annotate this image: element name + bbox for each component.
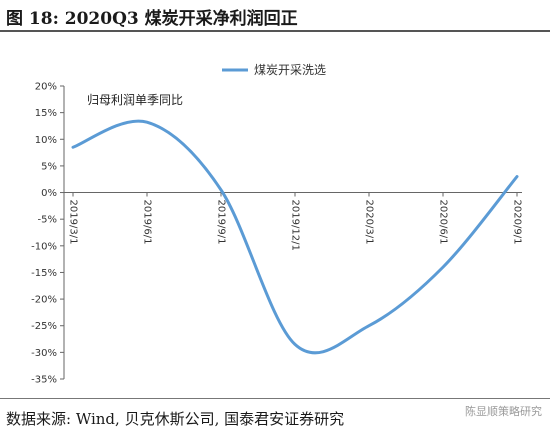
x-tick-label: 2019/3/1 <box>68 200 79 245</box>
y-tick-label: 20% <box>35 82 57 93</box>
source-note: 数据来源: Wind, 贝克休斯公司, 国泰君安证券研究 <box>6 410 345 428</box>
y-tick-label: 15% <box>35 108 57 119</box>
x-tick-label: 2019/6/1 <box>142 200 153 245</box>
chart-canvas: 20% 15% 10% 5% 0% -5% -10% -15% -20% -25% -30% -35%… <box>31 63 523 386</box>
series-annotation: 归母利润单季同比 <box>87 93 183 107</box>
y-tick-label: -10% <box>31 241 57 252</box>
x-tick-labels: 2019/3/1 2019/6/1 2019/9/1 2019/12/1 2020/3/… <box>68 200 523 251</box>
legend: 煤炭开采洗选 <box>222 63 326 77</box>
x-tick-label: 2020/3/1 <box>364 200 375 245</box>
y-tick-label: 5% <box>41 161 57 172</box>
y-tick-label: -25% <box>31 321 57 332</box>
legend-label: 煤炭开采洗选 <box>254 63 326 77</box>
title-divider <box>0 30 550 32</box>
y-tick-labels: 20% 15% 10% 5% 0% -5% -10% -15% -20% -25% -30% -35% <box>31 82 57 386</box>
chart-axes <box>60 85 522 380</box>
annotations: 归母利润单季同比 <box>87 93 183 107</box>
y-tick-label: -15% <box>31 268 57 279</box>
watermark: 陈显顺策略研究 <box>465 405 542 418</box>
x-tick-label: 2020/6/1 <box>438 200 449 245</box>
y-tick-label: 10% <box>35 135 57 146</box>
y-tick-label: 0% <box>41 188 57 199</box>
footer-divider <box>0 398 550 399</box>
x-tick-label: 2019/12/1 <box>290 200 301 251</box>
x-tick-label: 2020/9/1 <box>512 200 523 245</box>
y-tick-label: -35% <box>31 375 57 386</box>
y-tick-label: -5% <box>38 215 57 226</box>
y-tick-label: -30% <box>31 348 57 359</box>
chart-title: 图 18: 2020Q3 煤炭开采净利润回正 <box>6 9 298 29</box>
series-lines <box>71 119 519 355</box>
x-tick-label: 2019/9/1 <box>216 200 227 245</box>
y-tick-label: -20% <box>31 295 57 306</box>
